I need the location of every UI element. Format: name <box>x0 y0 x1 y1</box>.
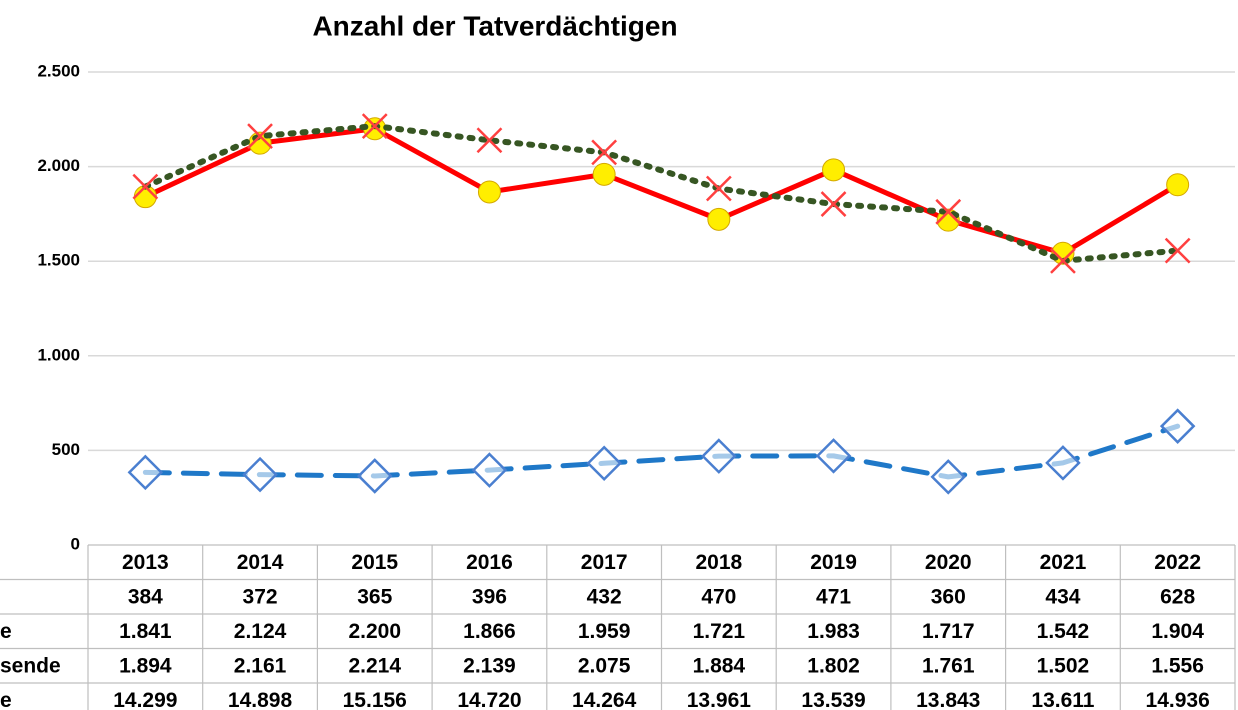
table-value: 1.884 <box>693 654 746 677</box>
x-tick-label: 2018 <box>695 551 742 574</box>
marker <box>242 456 278 493</box>
x-tick-label: 2022 <box>1154 551 1201 574</box>
table-value: 15.156 <box>343 689 407 710</box>
x-tick-label: 2019 <box>810 551 857 574</box>
legend-label: e <box>0 620 12 643</box>
marker <box>822 158 846 182</box>
table-value: 1.841 <box>119 620 172 643</box>
y-tick-label: 500 <box>52 440 80 459</box>
x-tick-label: 2013 <box>122 551 169 574</box>
table-value: 14.898 <box>228 689 293 710</box>
marker <box>247 123 273 150</box>
table-value: 1.866 <box>463 620 516 643</box>
table-value: 2.075 <box>578 654 631 677</box>
marker <box>586 445 622 482</box>
table-value: 1.802 <box>807 654 860 677</box>
y-tick-label: 2.000 <box>37 156 80 175</box>
table-value: 434 <box>1045 585 1080 608</box>
marker <box>935 198 962 225</box>
table-value: 365 <box>357 585 392 608</box>
table-value: 1.904 <box>1151 620 1204 643</box>
x-tick-label: 2014 <box>237 551 284 574</box>
table-value: 1.761 <box>922 654 975 677</box>
table-value: 13.843 <box>916 689 980 710</box>
table-value: 14.720 <box>457 689 521 710</box>
table-value: 1.502 <box>1037 654 1090 677</box>
table-value: 1.959 <box>578 620 631 643</box>
series-line <box>142 423 1181 480</box>
x-tick-label: 2016 <box>466 551 513 574</box>
table-value: 360 <box>931 585 966 608</box>
marker <box>1159 408 1196 444</box>
legend-label: sende <box>0 654 61 677</box>
x-tick-label: 2017 <box>581 551 628 574</box>
y-tick-label: 0 <box>71 534 80 553</box>
marker <box>820 191 847 217</box>
table-value: 471 <box>816 585 851 608</box>
table-value: 1.717 <box>922 620 975 643</box>
series-line <box>142 126 1181 256</box>
marker <box>1050 247 1076 274</box>
table-value: 396 <box>472 585 507 608</box>
marker <box>1164 237 1191 264</box>
x-tick-label: 2020 <box>925 551 972 574</box>
marker <box>707 207 731 231</box>
table-value: 14.299 <box>113 689 177 710</box>
x-tick-label: 2015 <box>351 551 398 574</box>
table-value: 1.894 <box>119 654 172 677</box>
table-value: 628 <box>1160 585 1195 608</box>
table-value: 13.539 <box>801 689 865 710</box>
chart-title: Anzahl der Tatverdächtigen <box>312 10 677 41</box>
marker <box>930 459 967 495</box>
table-value: 2.139 <box>463 654 516 677</box>
table-value: 2.124 <box>234 620 287 643</box>
marker <box>1166 173 1190 197</box>
table-value: 1.542 <box>1037 620 1090 643</box>
table-value: 432 <box>587 585 622 608</box>
marker <box>591 139 618 166</box>
marker <box>471 452 508 488</box>
table-value: 14.936 <box>1146 689 1210 710</box>
table-value: 13.961 <box>687 689 752 710</box>
table-value: 1.983 <box>807 620 860 643</box>
table-value: 2.200 <box>348 620 401 643</box>
y-tick-label: 2.500 <box>37 61 80 80</box>
marker <box>477 180 501 204</box>
marker <box>127 454 164 491</box>
table-value: 2.161 <box>234 654 287 677</box>
marker <box>361 113 388 139</box>
table-value: 470 <box>701 585 736 608</box>
y-tick-label: 1.500 <box>37 251 80 270</box>
marker <box>701 438 737 474</box>
marker <box>815 438 852 474</box>
table-value: 14.264 <box>572 689 637 710</box>
marker <box>705 175 732 202</box>
table-value: 1.556 <box>1151 654 1204 677</box>
table-value: 384 <box>128 585 163 608</box>
y-tick-label: 1.000 <box>37 345 80 364</box>
marker <box>356 458 393 494</box>
table-value: 2.214 <box>348 654 401 677</box>
table-value: 372 <box>243 585 278 608</box>
table-value: 1.721 <box>693 620 746 643</box>
marker <box>1045 445 1081 481</box>
legend-label: e <box>0 689 12 710</box>
x-tick-label: 2021 <box>1040 551 1087 574</box>
series-line <box>142 123 1181 264</box>
marker <box>476 127 503 154</box>
table-value: 13.611 <box>1031 689 1094 710</box>
marker <box>132 173 159 200</box>
marker <box>592 162 616 186</box>
